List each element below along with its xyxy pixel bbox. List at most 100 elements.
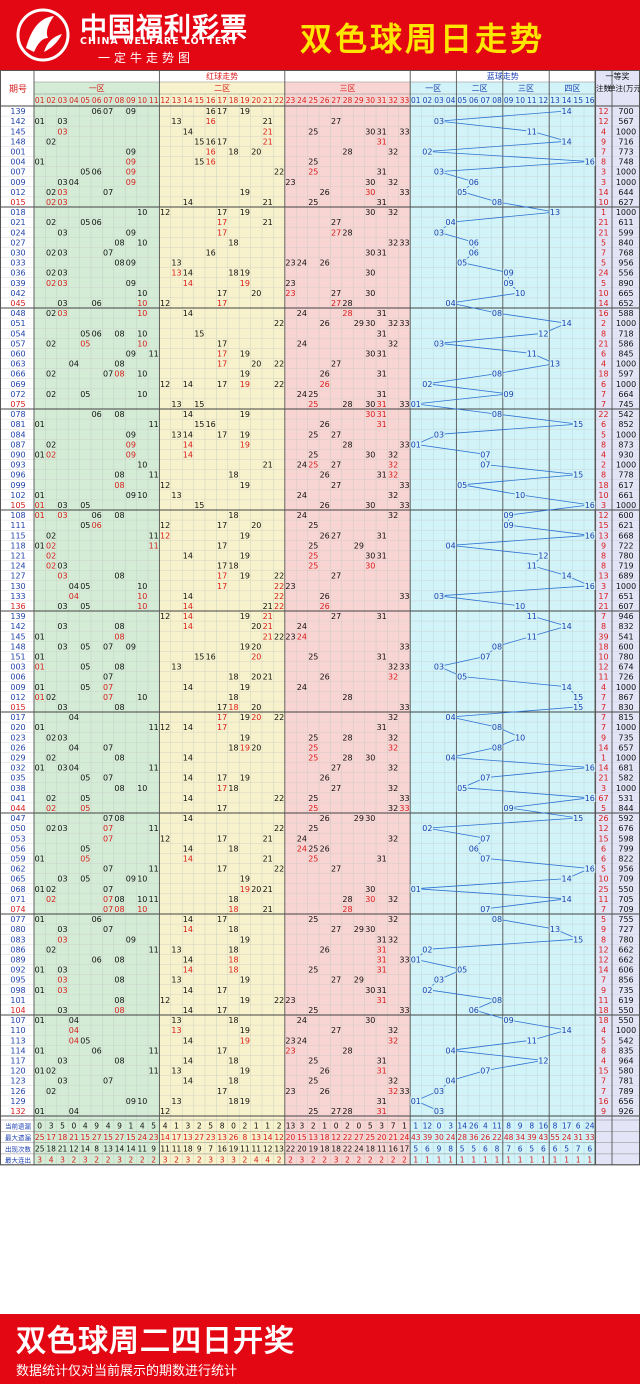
red-ball-number: 31 <box>377 329 387 338</box>
draw-issue: 039 <box>10 279 25 288</box>
red-ball-number: 12 <box>160 723 170 732</box>
prize-winner-count: 3 <box>601 784 606 793</box>
trend-chart: 期号红球走势一区二区三区蓝球走势一区二区三区四区一等奖注数单注(万元)01020… <box>0 70 640 1166</box>
blue-number-header: 06 <box>469 96 479 105</box>
stat-blue-value: 17 <box>562 1122 572 1131</box>
blue-number-header: 16 <box>585 96 595 105</box>
blue-ball-number: 08 <box>492 915 502 924</box>
red-ball-number: 02 <box>46 248 56 257</box>
stat-red-value: 14 <box>81 1144 91 1153</box>
red-ball-number: 07 <box>103 895 113 904</box>
red-ball-number: 07 <box>103 814 113 823</box>
stat-blue-value: 4 <box>483 1122 488 1131</box>
blue-number-header: 13 <box>550 96 560 105</box>
red-ball-number: 07 <box>103 642 113 651</box>
blue-ball-number: 14 <box>562 622 572 631</box>
red-ball-number: 31 <box>377 309 387 318</box>
blue-number-header: 15 <box>573 96 583 105</box>
red-ball-number: 17 <box>217 1087 227 1096</box>
red-ball-number: 08 <box>114 329 124 338</box>
red-ball-number: 19 <box>240 279 250 288</box>
red-ball-number: 13 <box>171 976 181 985</box>
draw-issue: 107 <box>10 1016 25 1025</box>
stat-red-value: 11 <box>160 1144 170 1153</box>
red-ball-number: 08 <box>114 1006 124 1015</box>
red-ball-number: 21 <box>263 622 273 631</box>
red-ball-number: 31 <box>377 612 387 621</box>
prize-amount: 661 <box>618 491 633 500</box>
red-ball-number: 16 <box>206 420 216 429</box>
blue-ball-marker-bg <box>572 692 584 702</box>
red-ball-number: 28 <box>342 228 352 237</box>
blue-ball-number: 04 <box>446 218 456 227</box>
red-ball-number: 30 <box>365 208 375 217</box>
prize-amount: 890 <box>618 279 633 288</box>
blue-number-header: 14 <box>562 96 572 105</box>
stat-red-value: 22 <box>286 1144 296 1153</box>
stat-red-value: 2 <box>391 1156 396 1165</box>
blue-ball-number: 08 <box>492 370 502 379</box>
red-ball-number: 25 <box>308 966 318 975</box>
stat-blue-value: 39 <box>423 1133 433 1142</box>
blue-ball-number: 09 <box>504 521 514 530</box>
blue-ball-marker-bg <box>491 642 503 651</box>
red-number-header: 09 <box>126 96 136 105</box>
blue-ball-number: 06 <box>469 248 479 257</box>
red-ball-number: 13 <box>171 117 181 126</box>
red-ball-number: 14 <box>183 198 193 207</box>
stat-red-value: 5 <box>368 1122 373 1131</box>
red-ball-number: 07 <box>103 743 113 752</box>
blue-ball-marker-bg <box>479 450 491 459</box>
red-ball-number: 05 <box>80 602 90 611</box>
prize-winner-count: 11 <box>598 673 608 682</box>
red-ball-number: 03 <box>57 127 67 136</box>
prize-winner-count: 18 <box>598 1006 608 1015</box>
draw-issue: 142 <box>10 117 25 126</box>
red-ball-number: 01 <box>35 966 45 975</box>
prize-winner-count: 25 <box>598 885 608 894</box>
red-ball-number: 04 <box>69 764 79 773</box>
red-number-header: 21 <box>263 96 273 105</box>
red-ball-number: 33 <box>399 592 409 601</box>
stat-red-value: 2 <box>243 1156 248 1165</box>
draw-issue: 066 <box>10 370 25 379</box>
blue-number-header: 07 <box>481 96 491 105</box>
red-ball-number: 23 <box>285 1046 295 1055</box>
blue-ball-marker-bg <box>445 1046 457 1055</box>
stat-red-value: 2 <box>174 1156 179 1165</box>
stat-red-value: 3 <box>60 1156 65 1165</box>
red-ball-number: 20 <box>251 289 261 298</box>
red-ball-number: 16 <box>206 248 216 257</box>
red-ball-number: 18 <box>228 147 238 156</box>
blue-ball-number: 15 <box>573 703 583 712</box>
red-ball-number: 32 <box>388 1026 398 1035</box>
blue-ball-marker-bg <box>549 924 561 934</box>
red-ball-number: 17 <box>217 562 227 571</box>
red-ball-number: 28 <box>342 753 352 762</box>
stat-red-value: 19 <box>309 1144 319 1153</box>
red-ball-number: 31 <box>377 420 387 429</box>
red-ball-number: 03 <box>57 299 67 308</box>
red-ball-number: 10 <box>137 309 147 318</box>
red-ball-number: 07 <box>103 834 113 843</box>
stat-blue-value: 8 <box>529 1122 534 1131</box>
red-ball-number: 31 <box>377 966 387 975</box>
red-ball-number: 11 <box>149 764 159 773</box>
red-ball-number: 22 <box>274 865 284 874</box>
draw-issue: 012 <box>10 693 25 702</box>
red-ball-number: 20 <box>251 360 261 369</box>
prize-amount: 830 <box>618 703 633 712</box>
blue-ball-number: 06 <box>469 238 479 247</box>
blue-zone3-label: 三区 <box>518 84 534 93</box>
red-ball-number: 10 <box>137 289 147 298</box>
red-ball-number: 17 <box>217 107 227 116</box>
blue-ball-number: 06 <box>469 844 479 853</box>
draw-issue: 048 <box>10 309 25 318</box>
prize-winner-count: 5 <box>601 279 606 288</box>
blue-number-header: 05 <box>457 96 467 105</box>
draw-issue: 029 <box>10 753 25 762</box>
red-ball-number: 12 <box>160 1107 170 1116</box>
prize-amount: 600 <box>618 511 633 520</box>
stat-red-value: 1 <box>402 1122 407 1131</box>
prize-winner-count: 10 <box>598 875 608 884</box>
